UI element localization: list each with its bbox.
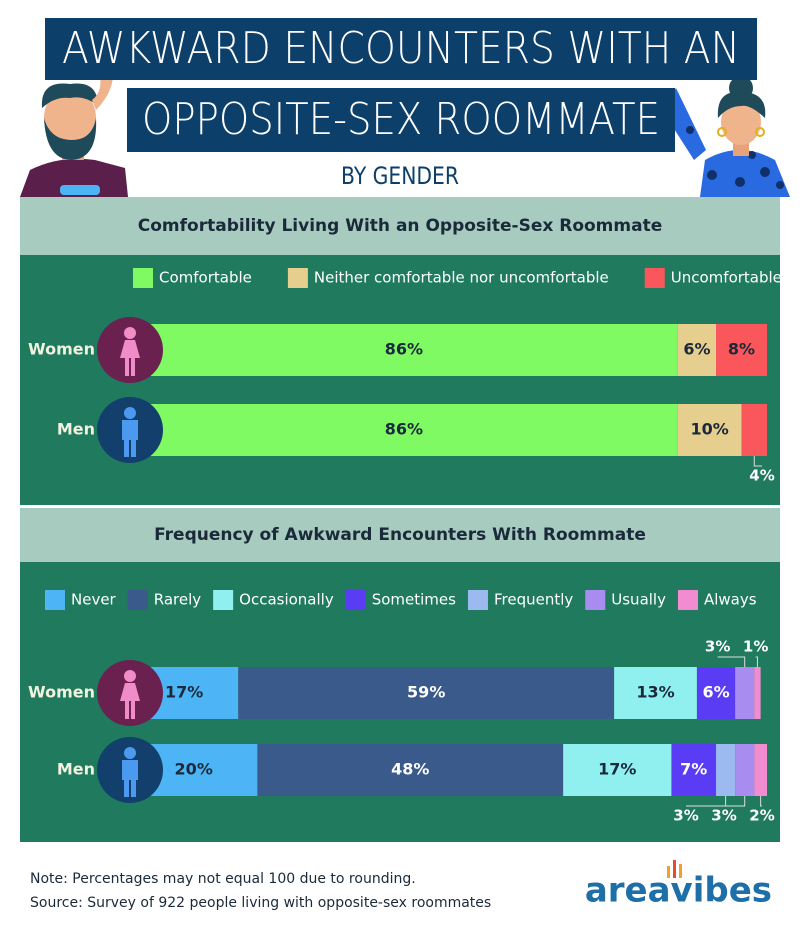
legend-label: Always [704, 591, 757, 609]
bar-segment [677, 324, 717, 376]
value-label: 86% [385, 420, 423, 439]
illustration-woman [662, 76, 790, 197]
row-label: Women [28, 683, 95, 702]
legend-label: Occasionally [239, 591, 334, 609]
person-icon [124, 327, 136, 339]
value-label: 4% [749, 467, 774, 485]
value-label: 59% [407, 683, 445, 702]
panel-header [20, 508, 780, 562]
value-label: 3% [673, 807, 698, 825]
bar-segment [716, 324, 767, 376]
legend-swatch [133, 268, 153, 288]
value-label: 3% [711, 807, 736, 825]
title-box [45, 18, 757, 80]
person-icon [124, 670, 136, 682]
person-icon [124, 407, 136, 419]
legend-label: Comfortable [159, 269, 252, 287]
subtitle: BY GENDER [341, 162, 459, 190]
legend-label: Frequently [494, 591, 573, 609]
legend-swatch [45, 590, 65, 610]
leader-line [755, 656, 758, 667]
bar-segment [696, 667, 736, 719]
value-label: 86% [385, 340, 423, 359]
leader-line [753, 456, 762, 467]
bar-segment [671, 744, 717, 796]
bar-segment [677, 404, 742, 456]
legend-swatch [287, 268, 308, 288]
illustration-man [20, 58, 128, 197]
title: OPPOSITE-SEX ROOMMATE [142, 94, 660, 145]
source: Source: Survey of 922 people living with… [30, 895, 491, 911]
title-box [127, 88, 675, 152]
value-label: 1% [743, 638, 768, 656]
legend-label: Uncomfortable [671, 269, 782, 287]
legend-label: Never [71, 591, 117, 609]
person-icon [124, 747, 136, 759]
legend-swatch [213, 590, 234, 610]
value-label: 8% [728, 340, 755, 359]
value-label: 20% [175, 760, 213, 779]
bar-segment [130, 324, 678, 376]
bar-segment [754, 744, 767, 796]
leader-line [686, 796, 727, 807]
row-label: Men [57, 420, 95, 439]
legend-swatch [127, 590, 148, 610]
person-icon [120, 340, 140, 376]
bar-segment [735, 667, 755, 719]
legend-swatch [467, 590, 488, 610]
value-label: 3% [705, 638, 730, 656]
logo-mark [667, 860, 682, 878]
logo: areavibes [585, 871, 772, 911]
legend-label: Rarely [154, 591, 202, 609]
leader-line [717, 656, 746, 667]
person-icon [122, 760, 138, 797]
legend-swatch [677, 590, 698, 610]
value-label: 10% [691, 420, 729, 439]
bar-segment [614, 667, 697, 719]
value-label: 17% [598, 760, 636, 779]
bar-segment [257, 744, 564, 796]
legend-swatch [345, 590, 366, 610]
title: AWKWARD ENCOUNTERS WITH AN [62, 23, 740, 74]
leader-line [760, 796, 762, 807]
row-label: Women [28, 340, 95, 359]
bar-segment [735, 744, 755, 796]
legend-swatch [644, 268, 665, 288]
bar-segment [741, 404, 767, 456]
bar-segment [754, 667, 761, 719]
legend-swatch [585, 590, 606, 610]
bar-segment [563, 744, 672, 796]
value-label: 17% [165, 683, 203, 702]
value-label: 6% [702, 683, 729, 702]
legend-label: Usually [611, 591, 666, 609]
chart-title: Frequency of Awkward Encounters With Roo… [154, 525, 646, 545]
person-icon [122, 420, 138, 457]
bar-segment [130, 404, 678, 456]
person-icon [120, 683, 140, 719]
legend-label: Neither comfortable nor uncomfortable [314, 269, 609, 287]
leader-line [724, 796, 746, 807]
bar-segment [238, 667, 615, 719]
row-label: Men [57, 760, 95, 779]
bar-segment [716, 744, 736, 796]
value-label: 13% [636, 683, 674, 702]
legend-label: Sometimes [372, 591, 456, 609]
note: Note: Percentages may not equal 100 due … [30, 871, 416, 887]
chart-title: Comfortability Living With an Opposite-S… [138, 216, 662, 236]
value-label: 6% [683, 340, 710, 359]
value-label: 2% [749, 807, 774, 825]
panel-header [20, 197, 780, 255]
value-label: 48% [391, 760, 429, 779]
value-label: 7% [680, 760, 707, 779]
